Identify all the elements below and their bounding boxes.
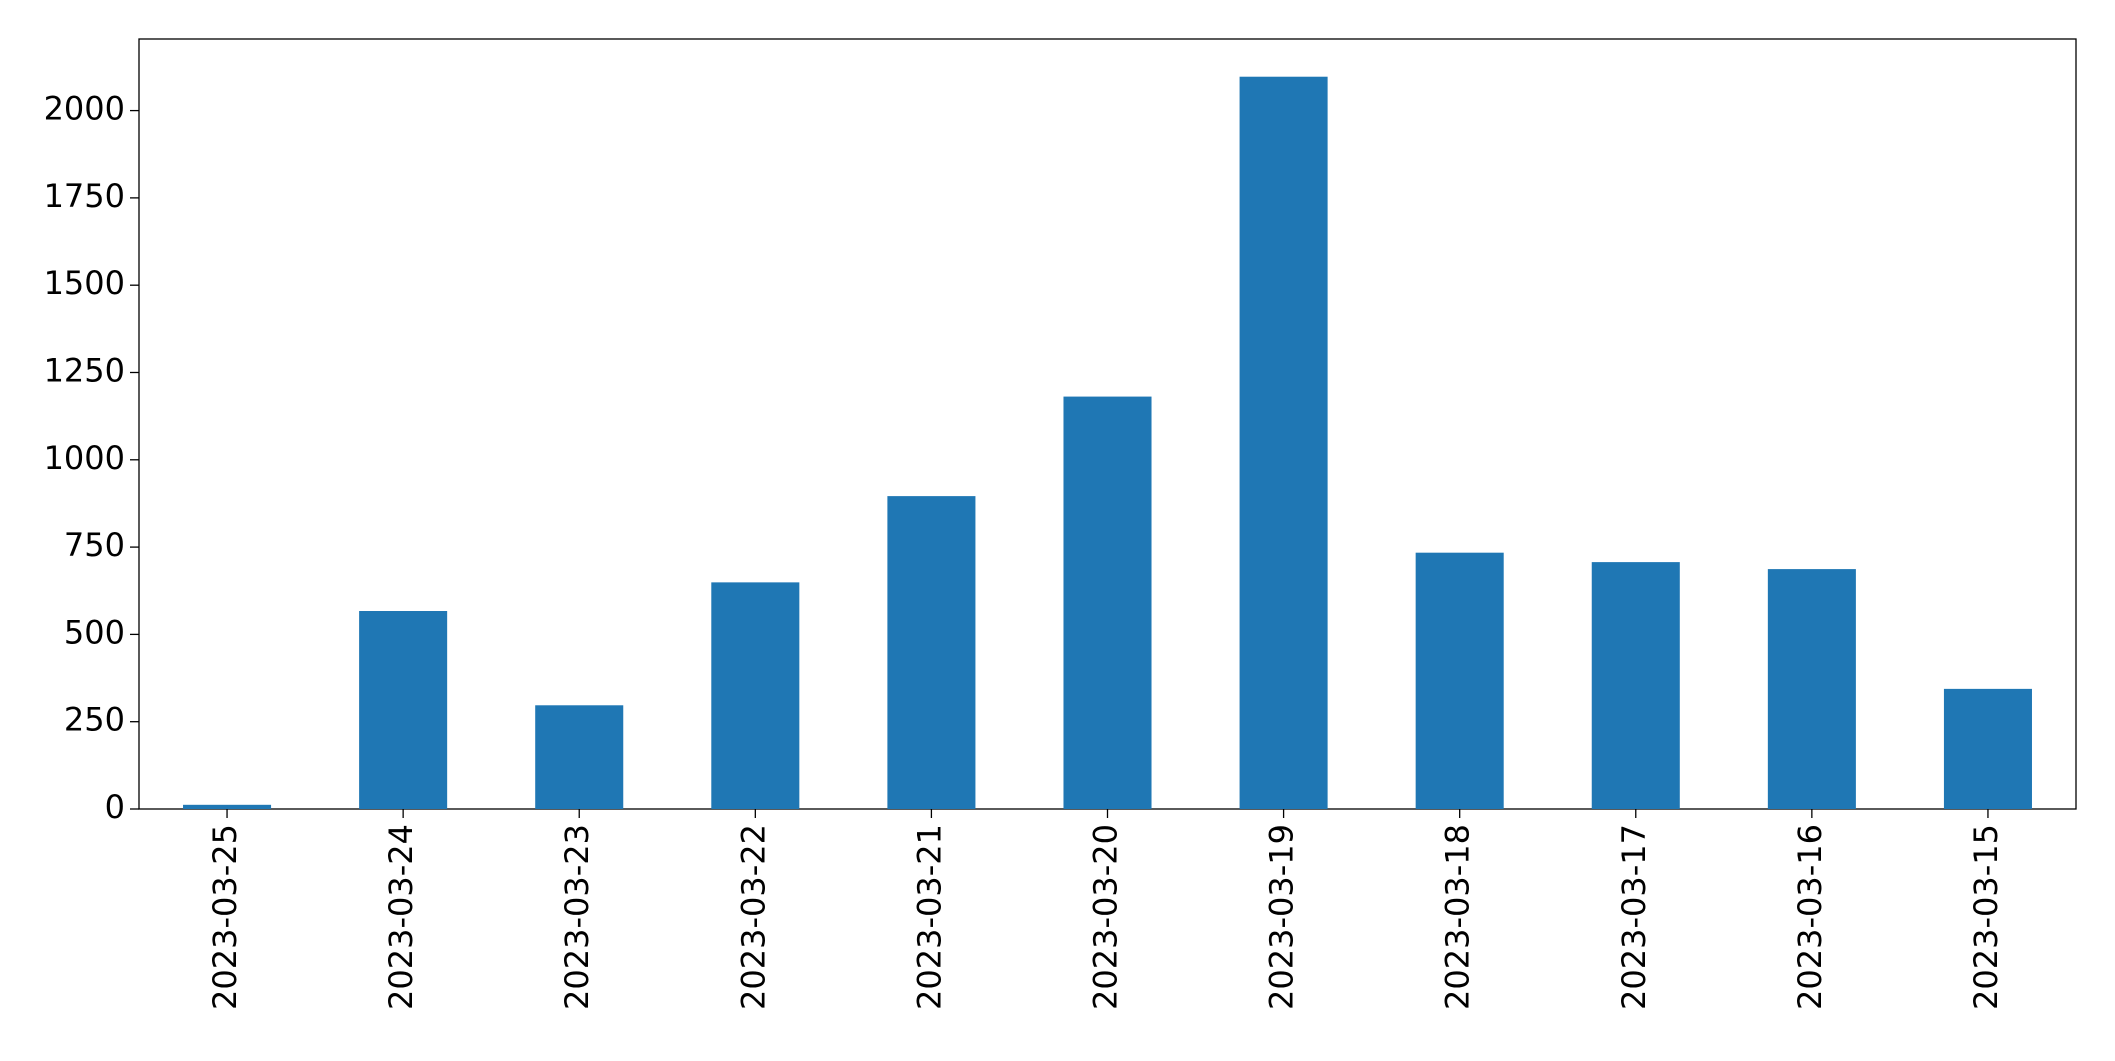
bar — [535, 705, 624, 809]
bar — [1943, 688, 2032, 809]
bar — [1591, 562, 1680, 809]
x-tick-label: 2023-03-25 — [206, 824, 244, 1010]
bar — [711, 582, 800, 809]
x-tick-label: 2023-03-18 — [1439, 824, 1477, 1010]
x-tick-label: 2023-03-17 — [1615, 824, 1653, 1010]
y-tick-label: 1500 — [44, 264, 125, 302]
x-tick-label: 2023-03-21 — [910, 824, 948, 1010]
x-tick-label: 2023-03-16 — [1791, 824, 1829, 1010]
bar — [887, 496, 976, 809]
bar — [1415, 552, 1504, 809]
bar — [1063, 396, 1152, 809]
y-tick-label: 1750 — [44, 177, 125, 215]
bar — [183, 804, 272, 809]
y-tick-label: 250 — [64, 701, 125, 739]
y-tick-label: 1000 — [44, 439, 125, 477]
x-tick-label: 2023-03-22 — [734, 824, 772, 1010]
y-tick-label: 750 — [64, 526, 125, 564]
y-tick-label: 0 — [105, 788, 125, 826]
x-tick-label: 2023-03-24 — [382, 824, 420, 1010]
x-tick-label: 2023-03-20 — [1087, 824, 1125, 1010]
y-tick-label: 500 — [64, 613, 125, 651]
bar — [359, 611, 448, 809]
y-tick-label: 1250 — [44, 351, 125, 389]
bar — [1767, 569, 1856, 809]
y-tick-label: 2000 — [44, 90, 125, 128]
x-tick-label: 2023-03-19 — [1263, 824, 1301, 1010]
x-tick-label: 2023-03-15 — [1967, 824, 2005, 1010]
x-tick-label: 2023-03-23 — [558, 824, 596, 1010]
bar — [1239, 76, 1328, 809]
